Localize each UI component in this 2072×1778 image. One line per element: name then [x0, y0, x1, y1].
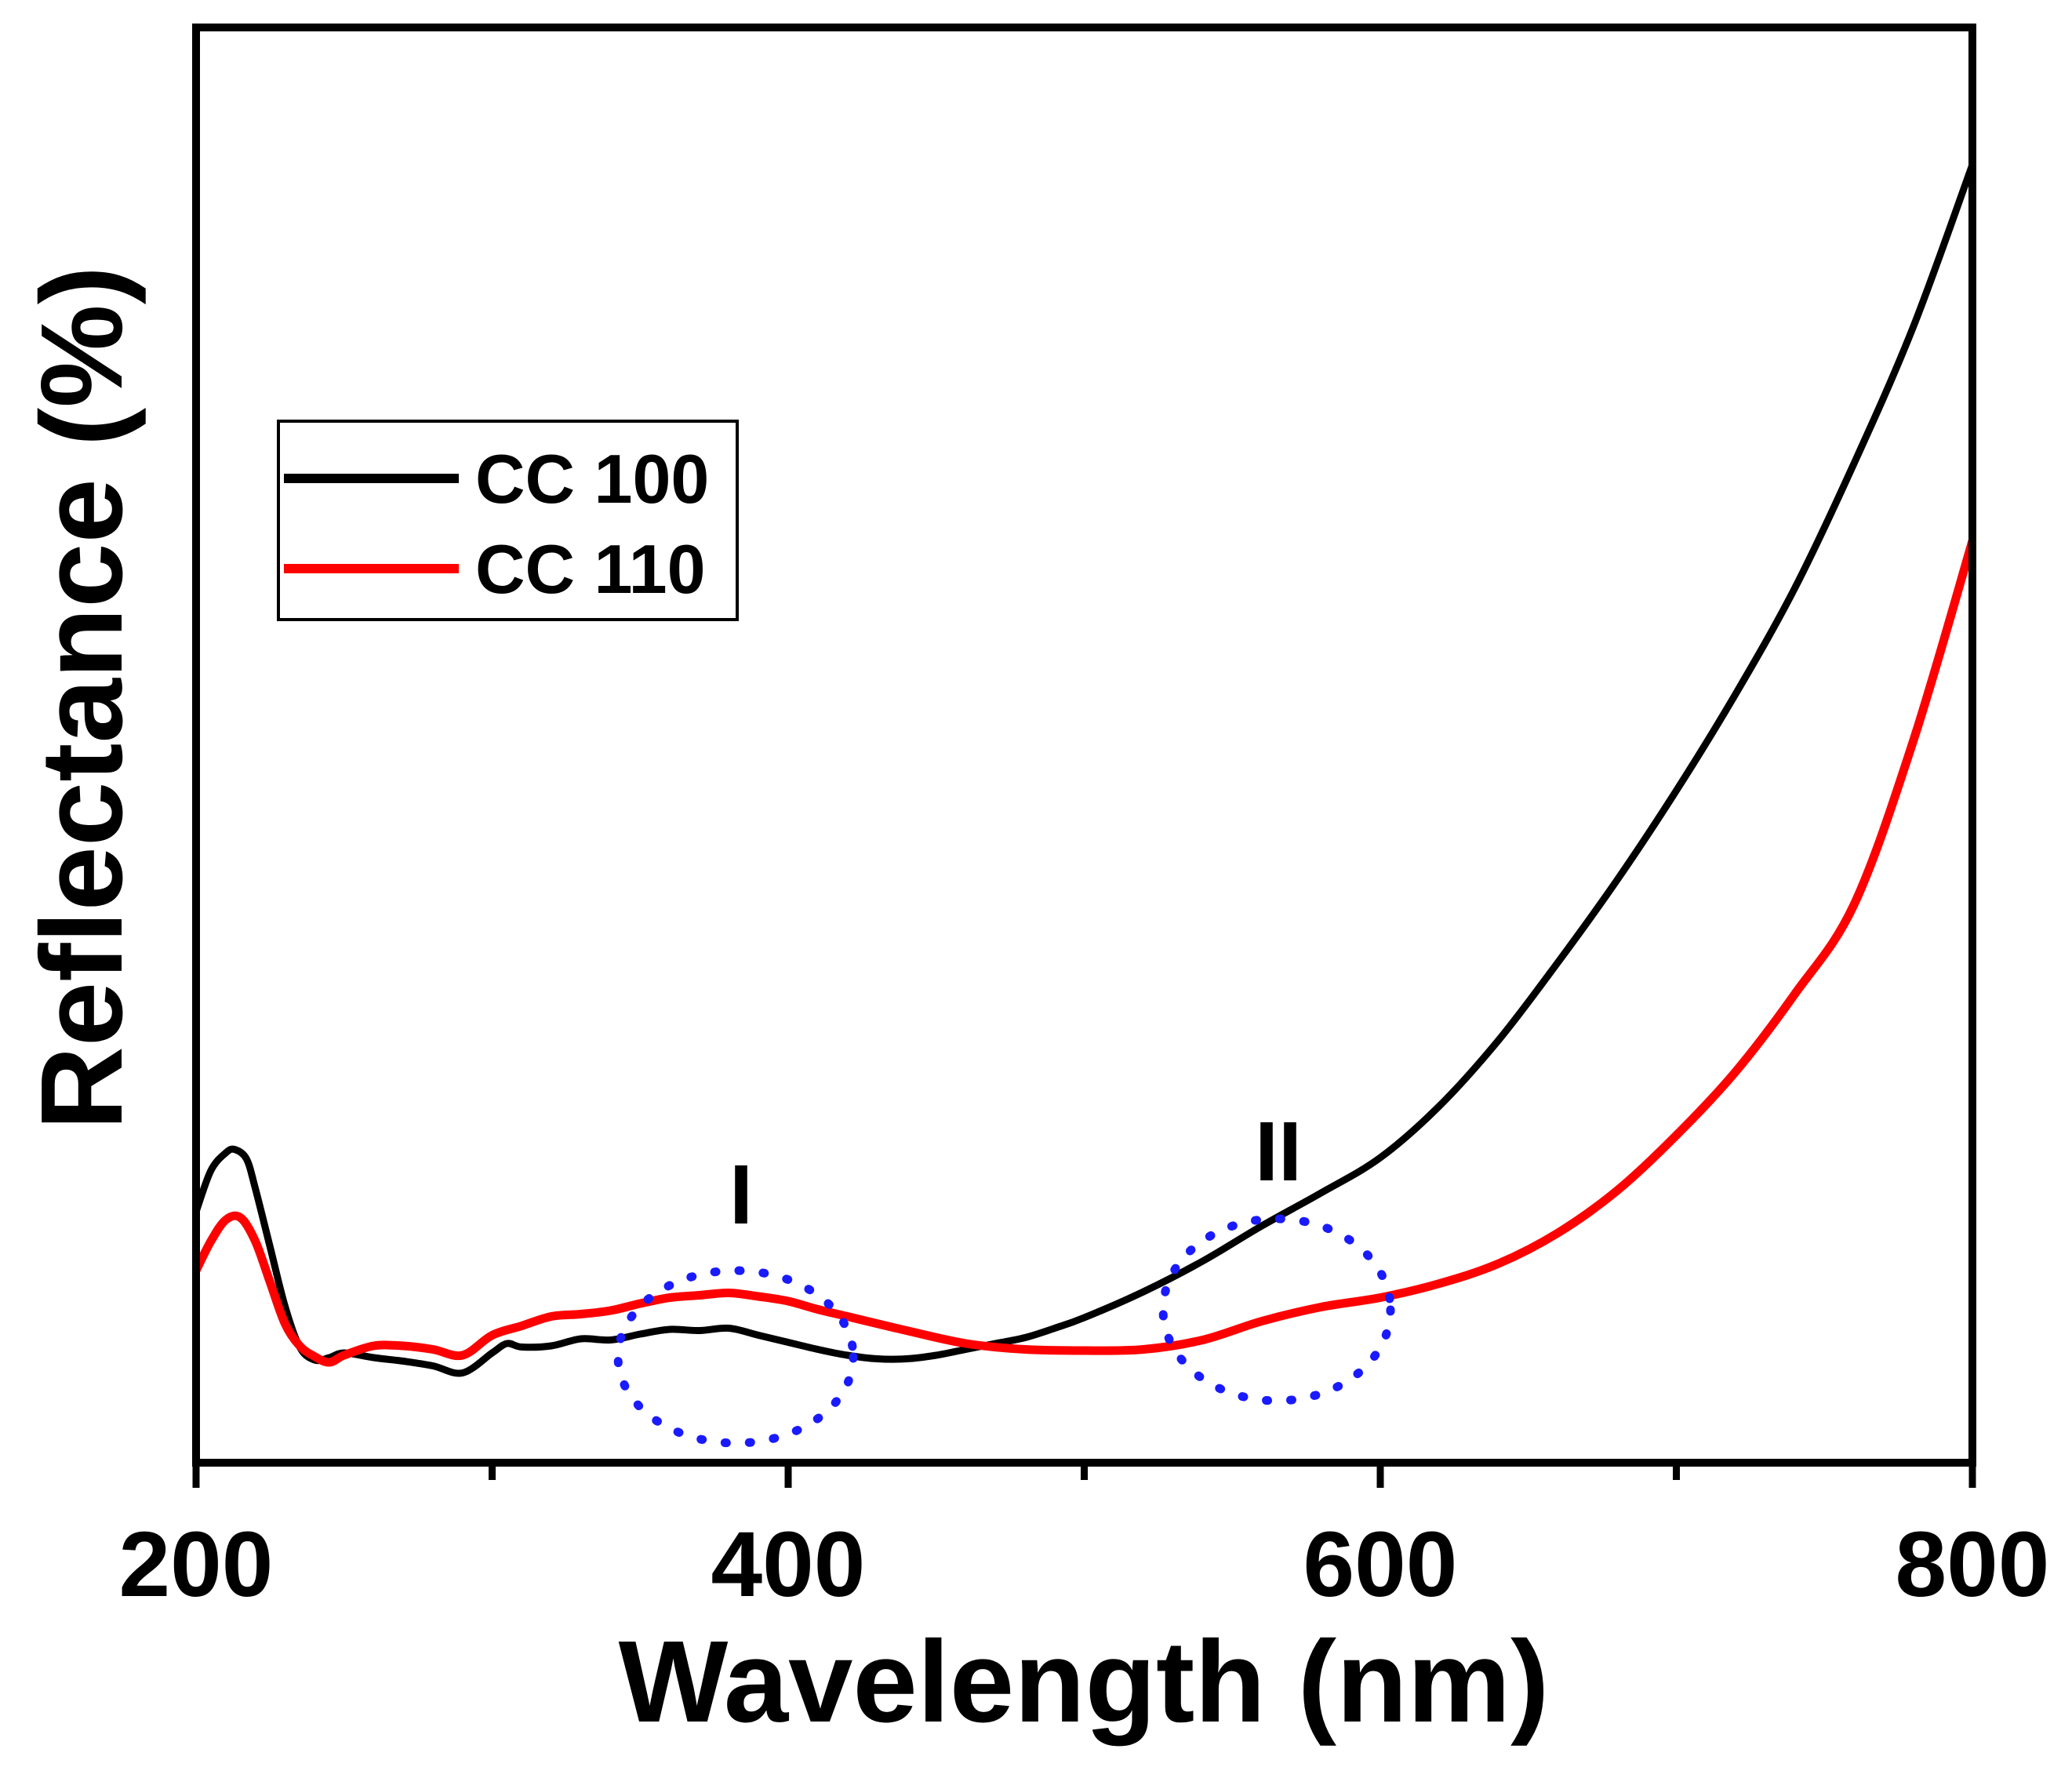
- annotation-label-i: I: [729, 1147, 753, 1242]
- series-line-cc110: [196, 540, 1972, 1367]
- annotation-layer: I II: [613, 1104, 1395, 1448]
- legend-box: [277, 420, 739, 621]
- y-axis-title: Reflectance (%): [17, 266, 147, 1130]
- annotation-circle-ii: [1158, 1214, 1395, 1405]
- annotation-label-ii: II: [1255, 1104, 1302, 1198]
- legend: CC 100 CC 110: [277, 420, 739, 621]
- x-tick-label-200: 200: [119, 1513, 274, 1616]
- series-line-cc100: [196, 163, 1972, 1377]
- series-layer: [196, 163, 1972, 1377]
- x-axis-ticks: [192, 1463, 1976, 1488]
- x-tick-label-400: 400: [711, 1513, 866, 1616]
- legend-label-cc100: CC 100: [475, 440, 709, 518]
- legend-label-cc110: CC 110: [475, 530, 706, 608]
- x-axis-title: Wavelength (nm): [619, 1617, 1550, 1747]
- annotation-circle-i: [613, 1266, 858, 1448]
- x-tick-label-800: 800: [1896, 1513, 2050, 1616]
- x-tick-label-600: 600: [1303, 1513, 1458, 1616]
